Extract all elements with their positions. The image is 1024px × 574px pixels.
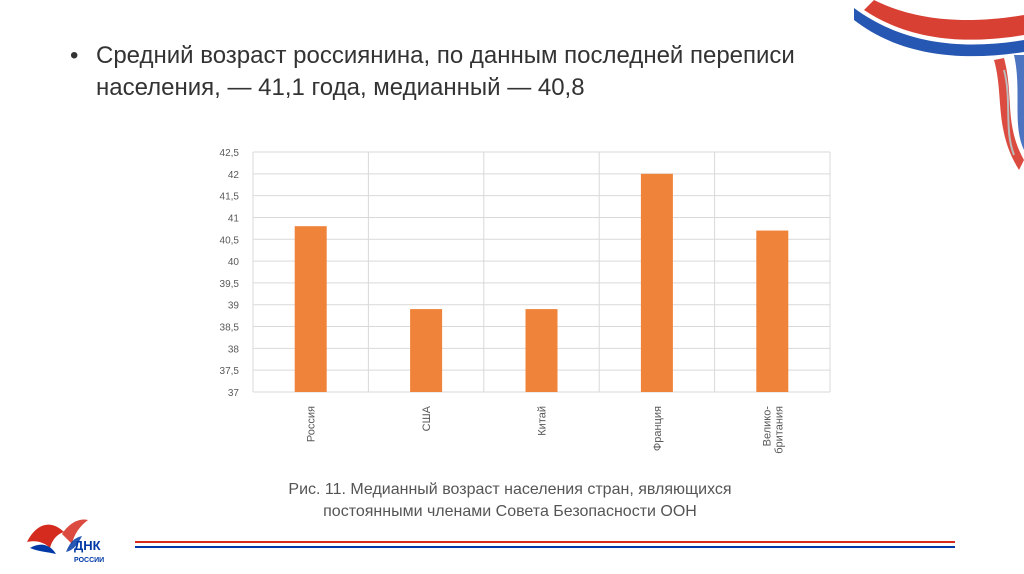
footer-line-red [135,541,955,543]
x-tick-label-line: Велико- [761,406,773,447]
y-tick-label: 37 [228,388,240,399]
x-tick-label: США [421,405,433,431]
x-tick-label: Велико-британия [761,406,785,454]
y-tick-label: 39,5 [220,279,240,290]
x-tick-label-line: Китай [537,406,549,436]
x-tick-label: Франция [652,406,664,451]
y-tick-label: 42,5 [220,148,240,159]
x-tick-label-line: Россия [306,406,318,442]
y-tick-label: 37,5 [220,366,240,377]
x-tick-label-line: британия [773,406,785,454]
logo-text-bottom: РОССИИ [74,557,104,564]
bar [756,230,789,392]
dnk-rossii-logo: ДНК РОССИИ [27,519,104,564]
x-tick-label: Россия [306,406,318,442]
median-age-bar-chart: 37 37,5 38 38,5 39 39,5 40 40,5 41 41,5 42 42,5 Росс… [220,148,831,454]
bar [410,309,443,392]
y-tick-label: 38 [228,344,240,355]
y-tick-label: 40 [228,257,240,268]
y-tick-label: 40,5 [220,235,240,246]
y-tick-label: 38,5 [220,323,240,334]
logo-text-top: ДНК [74,538,101,553]
caption-line-1: Рис. 11. Медианный возраст населения стр… [288,481,732,498]
footer-line-blue [135,546,955,548]
y-tick-label: 42 [228,170,240,181]
figure-caption: Рис. 11. Медианный возраст населения стр… [230,479,790,523]
y-tick-label: 39 [228,301,240,312]
x-tick-label: Китай [537,406,549,436]
flag-ribbon-decoration [854,0,1024,170]
bar [294,226,327,392]
bar [640,173,673,392]
bullet-dot: • [70,42,79,69]
y-tick-label: 41,5 [220,192,240,203]
bar [525,309,558,392]
x-tick-label-line: США [421,405,433,431]
bullet-line-2: населения, — 41,1 года, медианный — 40,8 [96,74,585,101]
bullet-line-1: Средний возраст россиянина, по данным по… [96,42,795,69]
footer-lines [135,541,955,551]
bullet-point: • Средний возраст россиянина, по данным … [70,40,930,104]
y-tick-label: 41 [228,213,240,224]
x-tick-label-line: Франция [652,406,664,451]
caption-line-2: постоянными членами Совета Безопасности … [323,503,697,520]
